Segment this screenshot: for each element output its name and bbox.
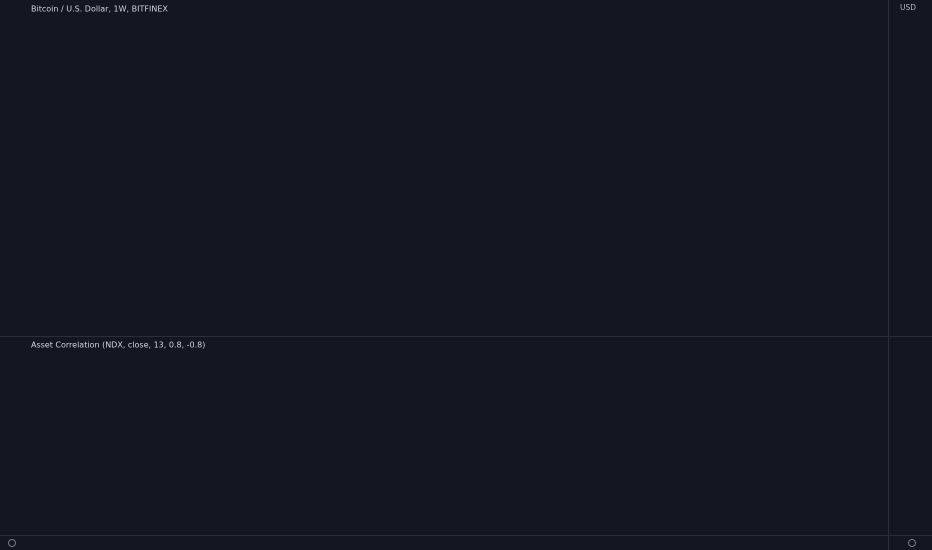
indicator-title: Asset Correlation (NDX, close, 13, 0.8, … bbox=[31, 341, 205, 350]
chart-title: Bitcoin / U.S. Dollar, 1W, BITFINEX bbox=[31, 5, 168, 14]
timezone-icon[interactable] bbox=[8, 539, 16, 547]
axis-unit: USD bbox=[900, 3, 916, 12]
settings-icon[interactable] bbox=[908, 539, 916, 547]
